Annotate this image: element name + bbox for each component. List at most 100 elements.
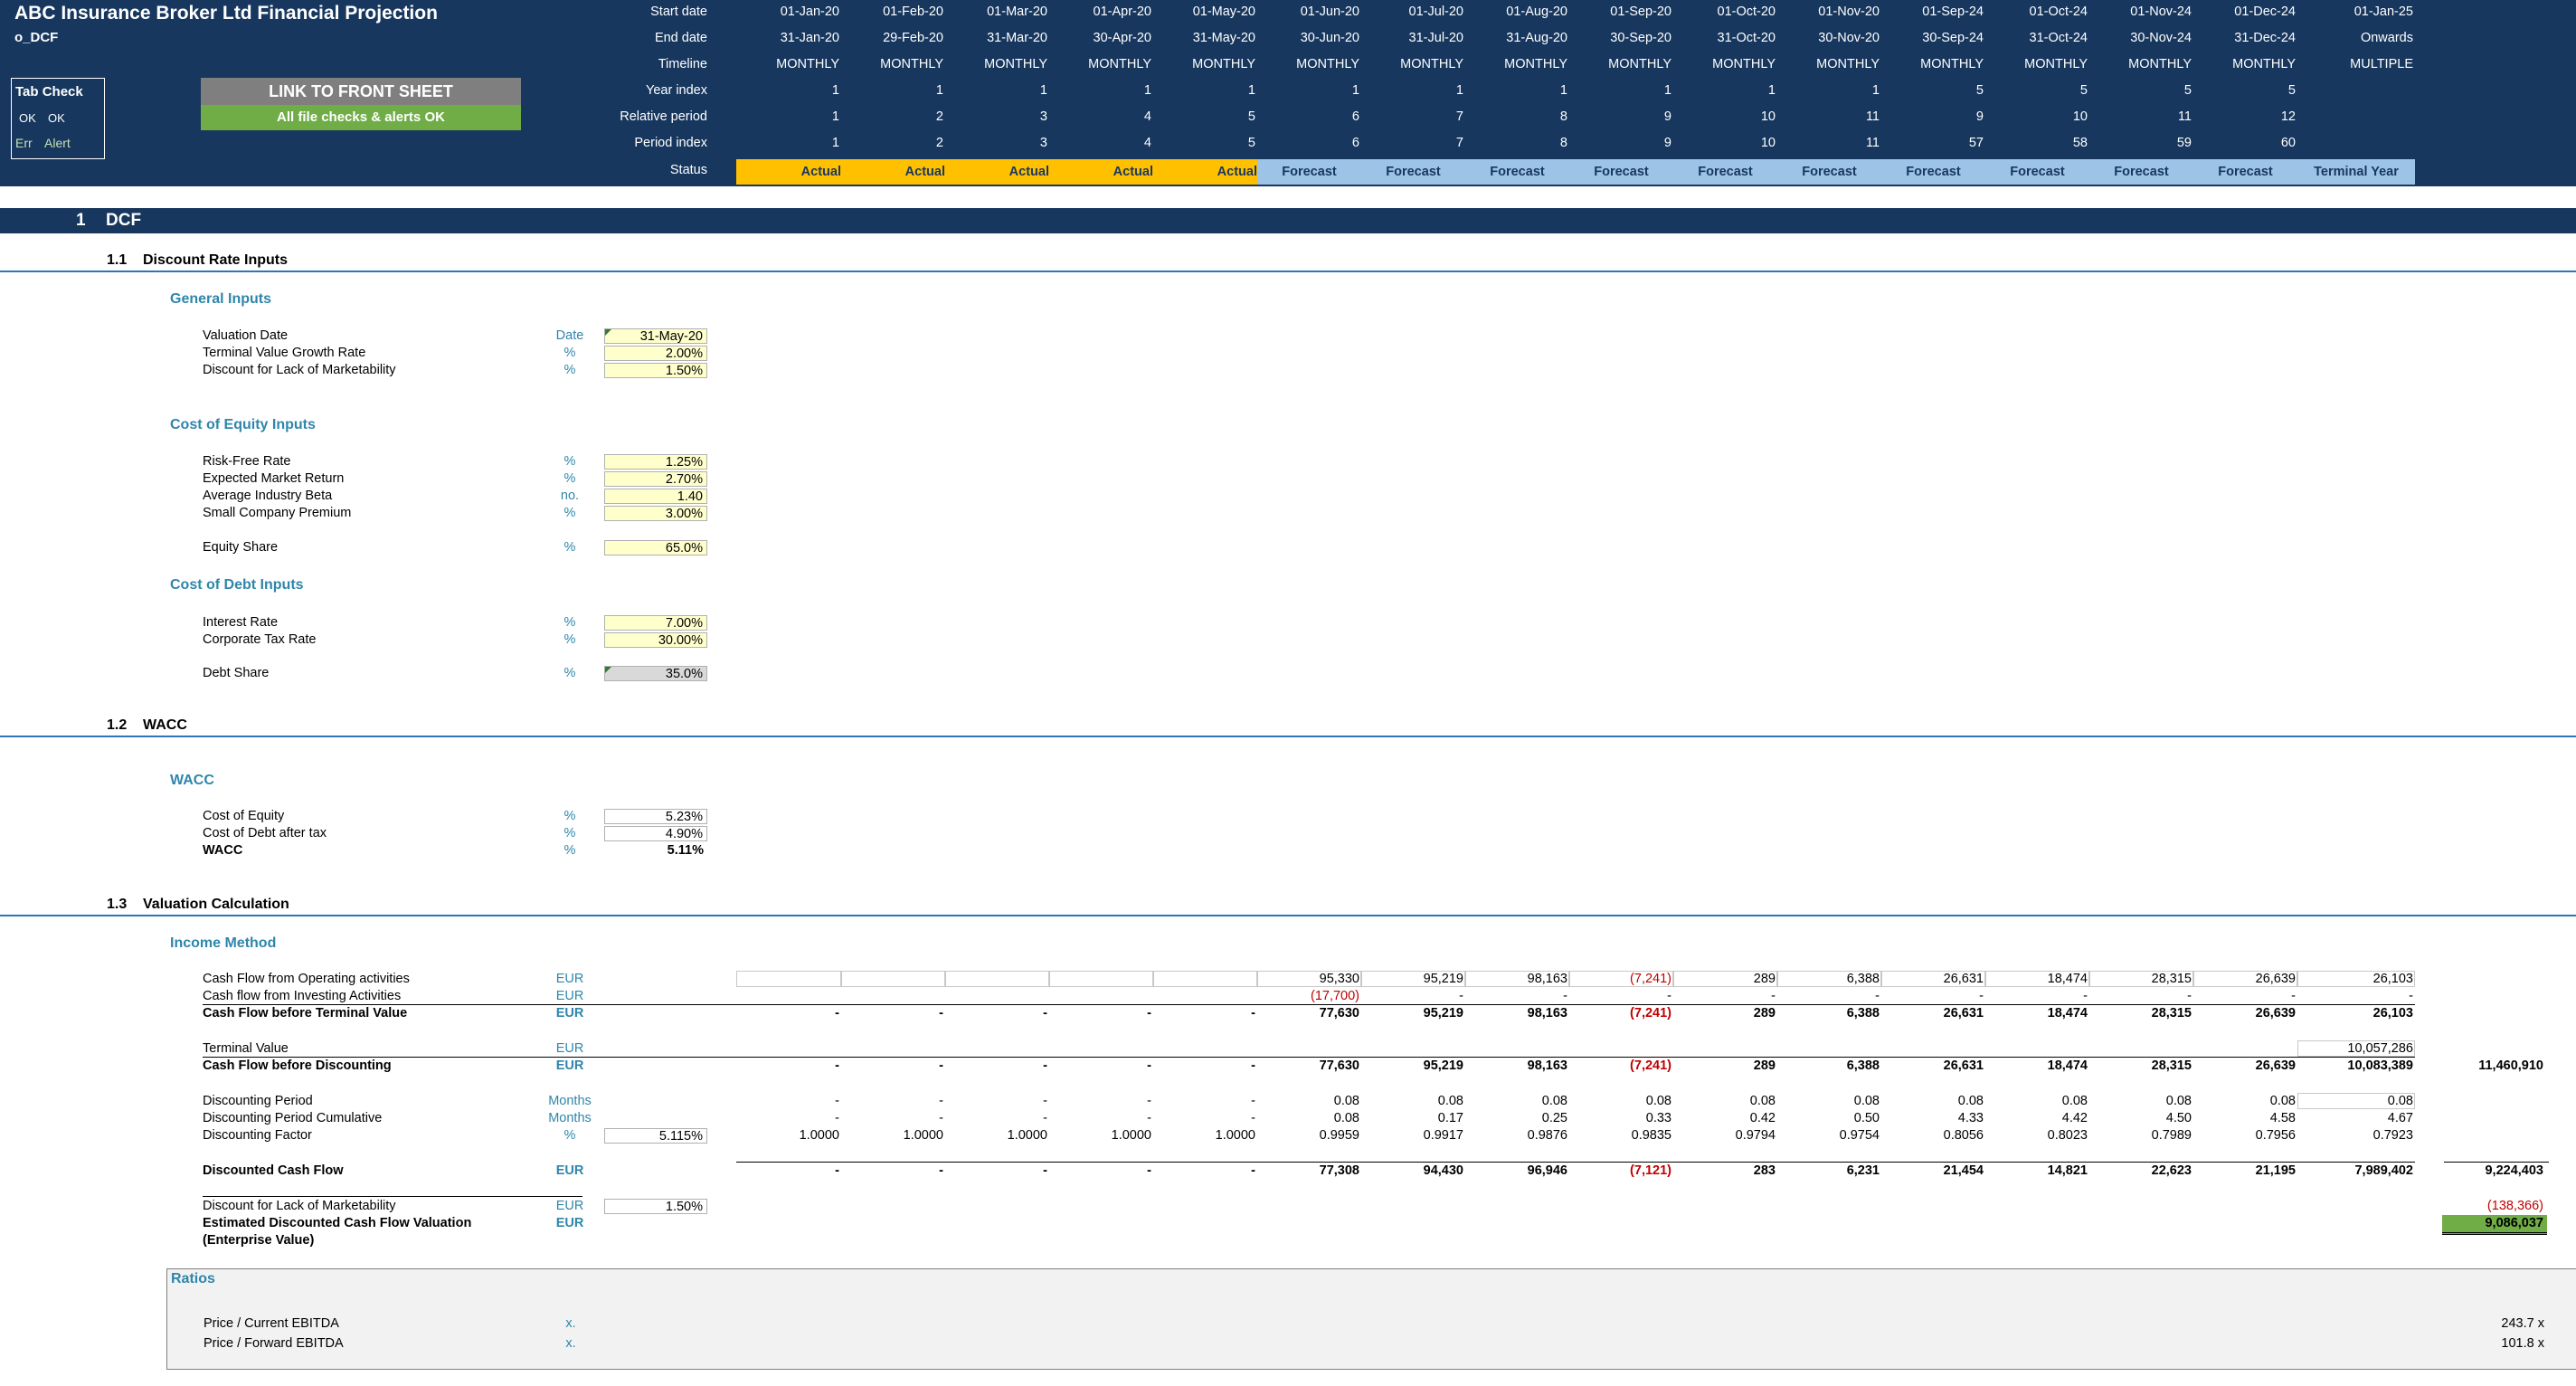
timeline-cell: 11 bbox=[2177, 109, 2192, 124]
timeline-cell: 5 bbox=[1247, 136, 1255, 150]
input-cell[interactable]: 35.0% bbox=[604, 666, 707, 681]
timeline-cell: 6 bbox=[1351, 136, 1359, 150]
value-cell: 10,057,286 bbox=[2347, 1041, 2413, 1056]
input-cell[interactable]: 65.0% bbox=[604, 540, 707, 555]
status-badge: Forecast bbox=[2089, 159, 2193, 185]
timeline-cell: MONTHLY bbox=[984, 57, 1047, 71]
value-cell: 4.67 bbox=[2387, 1111, 2413, 1125]
status-badge: Actual bbox=[841, 159, 945, 185]
input-cell[interactable]: 3.00% bbox=[604, 506, 707, 521]
value-cell: - bbox=[1251, 1111, 1255, 1125]
value-cell: 0.08 bbox=[1645, 1094, 1672, 1108]
value-cell: 77,308 bbox=[1319, 1163, 1359, 1178]
subsection-1-2-number: 1.2 bbox=[107, 717, 128, 733]
input-cell[interactable]: 1.25% bbox=[604, 454, 707, 470]
value-cell: 0.9876 bbox=[1527, 1128, 1567, 1143]
timeline-cell: 1 bbox=[935, 83, 943, 98]
value-cell: - bbox=[1251, 1094, 1255, 1108]
timeline-cell: 3 bbox=[1039, 109, 1047, 124]
timeline-cell: 30-Nov-20 bbox=[1818, 31, 1880, 45]
grid-cell-box bbox=[1569, 971, 1673, 987]
input-cell: 5.11% bbox=[667, 843, 704, 858]
grid-cell-box bbox=[1985, 971, 2089, 987]
value-cell: 0.08 bbox=[1333, 1094, 1359, 1108]
timeline-cell: 01-Dec-24 bbox=[2234, 5, 2296, 19]
value-cell: - bbox=[1147, 1006, 1151, 1021]
value-cell: - bbox=[1147, 1058, 1151, 1073]
timeline-cell: MONTHLY bbox=[1088, 57, 1151, 71]
value-cell: - bbox=[1771, 989, 1776, 1003]
timeline-cell: MONTHLY bbox=[1920, 57, 1984, 71]
status-badge: Forecast bbox=[2193, 159, 2297, 185]
value-cell: - bbox=[2187, 989, 2192, 1003]
link-to-front-sheet-button[interactable]: LINK TO FRONT SHEET bbox=[201, 78, 521, 105]
value-cell: 26,639 bbox=[2255, 972, 2296, 986]
timeline-cell: MONTHLY bbox=[1192, 57, 1255, 71]
value-cell: 283 bbox=[1753, 1163, 1776, 1178]
wacc-heading: WACC bbox=[170, 773, 214, 788]
value-cell: 0.08 bbox=[2269, 1094, 2296, 1108]
timeline-cell: 5 bbox=[1975, 83, 1984, 98]
value-cell: 4.50 bbox=[2165, 1111, 2192, 1125]
value-cell: - bbox=[1563, 989, 1567, 1003]
unit-label: % bbox=[564, 666, 576, 680]
input-cell[interactable]: 2.00% bbox=[604, 346, 707, 361]
input-cell[interactable]: 31-May-20 bbox=[604, 328, 707, 344]
value-cell: (7,241) bbox=[1630, 1058, 1672, 1073]
value-cell: 26,639 bbox=[2255, 1006, 2296, 1021]
grid-cell-box bbox=[736, 971, 841, 987]
timeline-cell: 01-Jun-20 bbox=[1300, 5, 1359, 19]
timeline-cell: MONTHLY bbox=[1608, 57, 1672, 71]
value-cell: 1.0000 bbox=[903, 1128, 943, 1143]
timeline-cell: 59 bbox=[2176, 136, 2192, 150]
timeline-cell: 1 bbox=[831, 83, 839, 98]
value-cell: - bbox=[1043, 1058, 1047, 1073]
unit-label: % bbox=[564, 632, 576, 647]
timeline-cell: MONTHLY bbox=[2024, 57, 2088, 71]
timeline-cell: 01-Mar-20 bbox=[987, 5, 1047, 19]
timeline-cell: 57 bbox=[1968, 136, 1984, 150]
value-cell: 6,231 bbox=[1846, 1163, 1880, 1178]
cost-of-debt-heading: Cost of Debt Inputs bbox=[170, 577, 304, 593]
timeline-cell: 6 bbox=[1351, 109, 1359, 124]
value-cell: - bbox=[1147, 1094, 1151, 1108]
value-cell: 7,989,402 bbox=[2354, 1163, 2413, 1178]
input-cell[interactable]: 1.40 bbox=[604, 489, 707, 504]
timeline-cell: 9 bbox=[1975, 109, 1984, 124]
value-cell: - bbox=[835, 1058, 839, 1073]
row-label: Interest Rate bbox=[203, 615, 279, 630]
unit-label: EUR bbox=[555, 1058, 584, 1073]
value-cell: 28,315 bbox=[2151, 1058, 2192, 1073]
input-cell[interactable]: 30.00% bbox=[604, 632, 707, 648]
underline bbox=[203, 1196, 582, 1197]
tab-check-panel: Tab Check OK OK Err Alert bbox=[11, 78, 105, 159]
grid-cell-box bbox=[1465, 971, 1569, 987]
input-cell: 5.115% bbox=[604, 1128, 707, 1144]
timeline-cell: 01-Nov-24 bbox=[2130, 5, 2192, 19]
value-cell: 98,163 bbox=[1527, 972, 1567, 986]
timeline-cell: 01-Nov-20 bbox=[1818, 5, 1880, 19]
unit-label: % bbox=[564, 809, 576, 823]
value-cell: 0.9917 bbox=[1423, 1128, 1463, 1143]
timeline-cell: 2 bbox=[935, 109, 943, 124]
input-cell[interactable]: 1.50% bbox=[604, 363, 707, 378]
grid-cell-box bbox=[1257, 971, 1361, 987]
subsection-1-1-title: Discount Rate Inputs bbox=[143, 252, 289, 268]
value-cell: 289 bbox=[1753, 1006, 1776, 1021]
timeline-cell: 1 bbox=[1871, 83, 1880, 98]
timeline-cell: 31-Dec-24 bbox=[2234, 31, 2296, 45]
value-cell: 0.9754 bbox=[1839, 1128, 1880, 1143]
section-dcf-bar: 1 DCF bbox=[0, 208, 2576, 233]
value-cell: 0.50 bbox=[1853, 1111, 1880, 1125]
timeline-cell: 1 bbox=[1455, 83, 1463, 98]
value-cell: 1.0000 bbox=[1007, 1128, 1047, 1143]
value-cell: 289 bbox=[1753, 972, 1776, 986]
timeline-cell: 11 bbox=[1865, 109, 1880, 124]
timeline-cell: 31-Oct-20 bbox=[1717, 31, 1776, 45]
timeline-cell: 11 bbox=[1865, 136, 1880, 150]
input-cell[interactable]: 2.70% bbox=[604, 471, 707, 487]
value-cell: - bbox=[1043, 1163, 1047, 1178]
input-cell[interactable]: 7.00% bbox=[604, 615, 707, 631]
timeline-cell: 10 bbox=[1760, 109, 1776, 124]
row-label: WACC bbox=[203, 843, 243, 858]
